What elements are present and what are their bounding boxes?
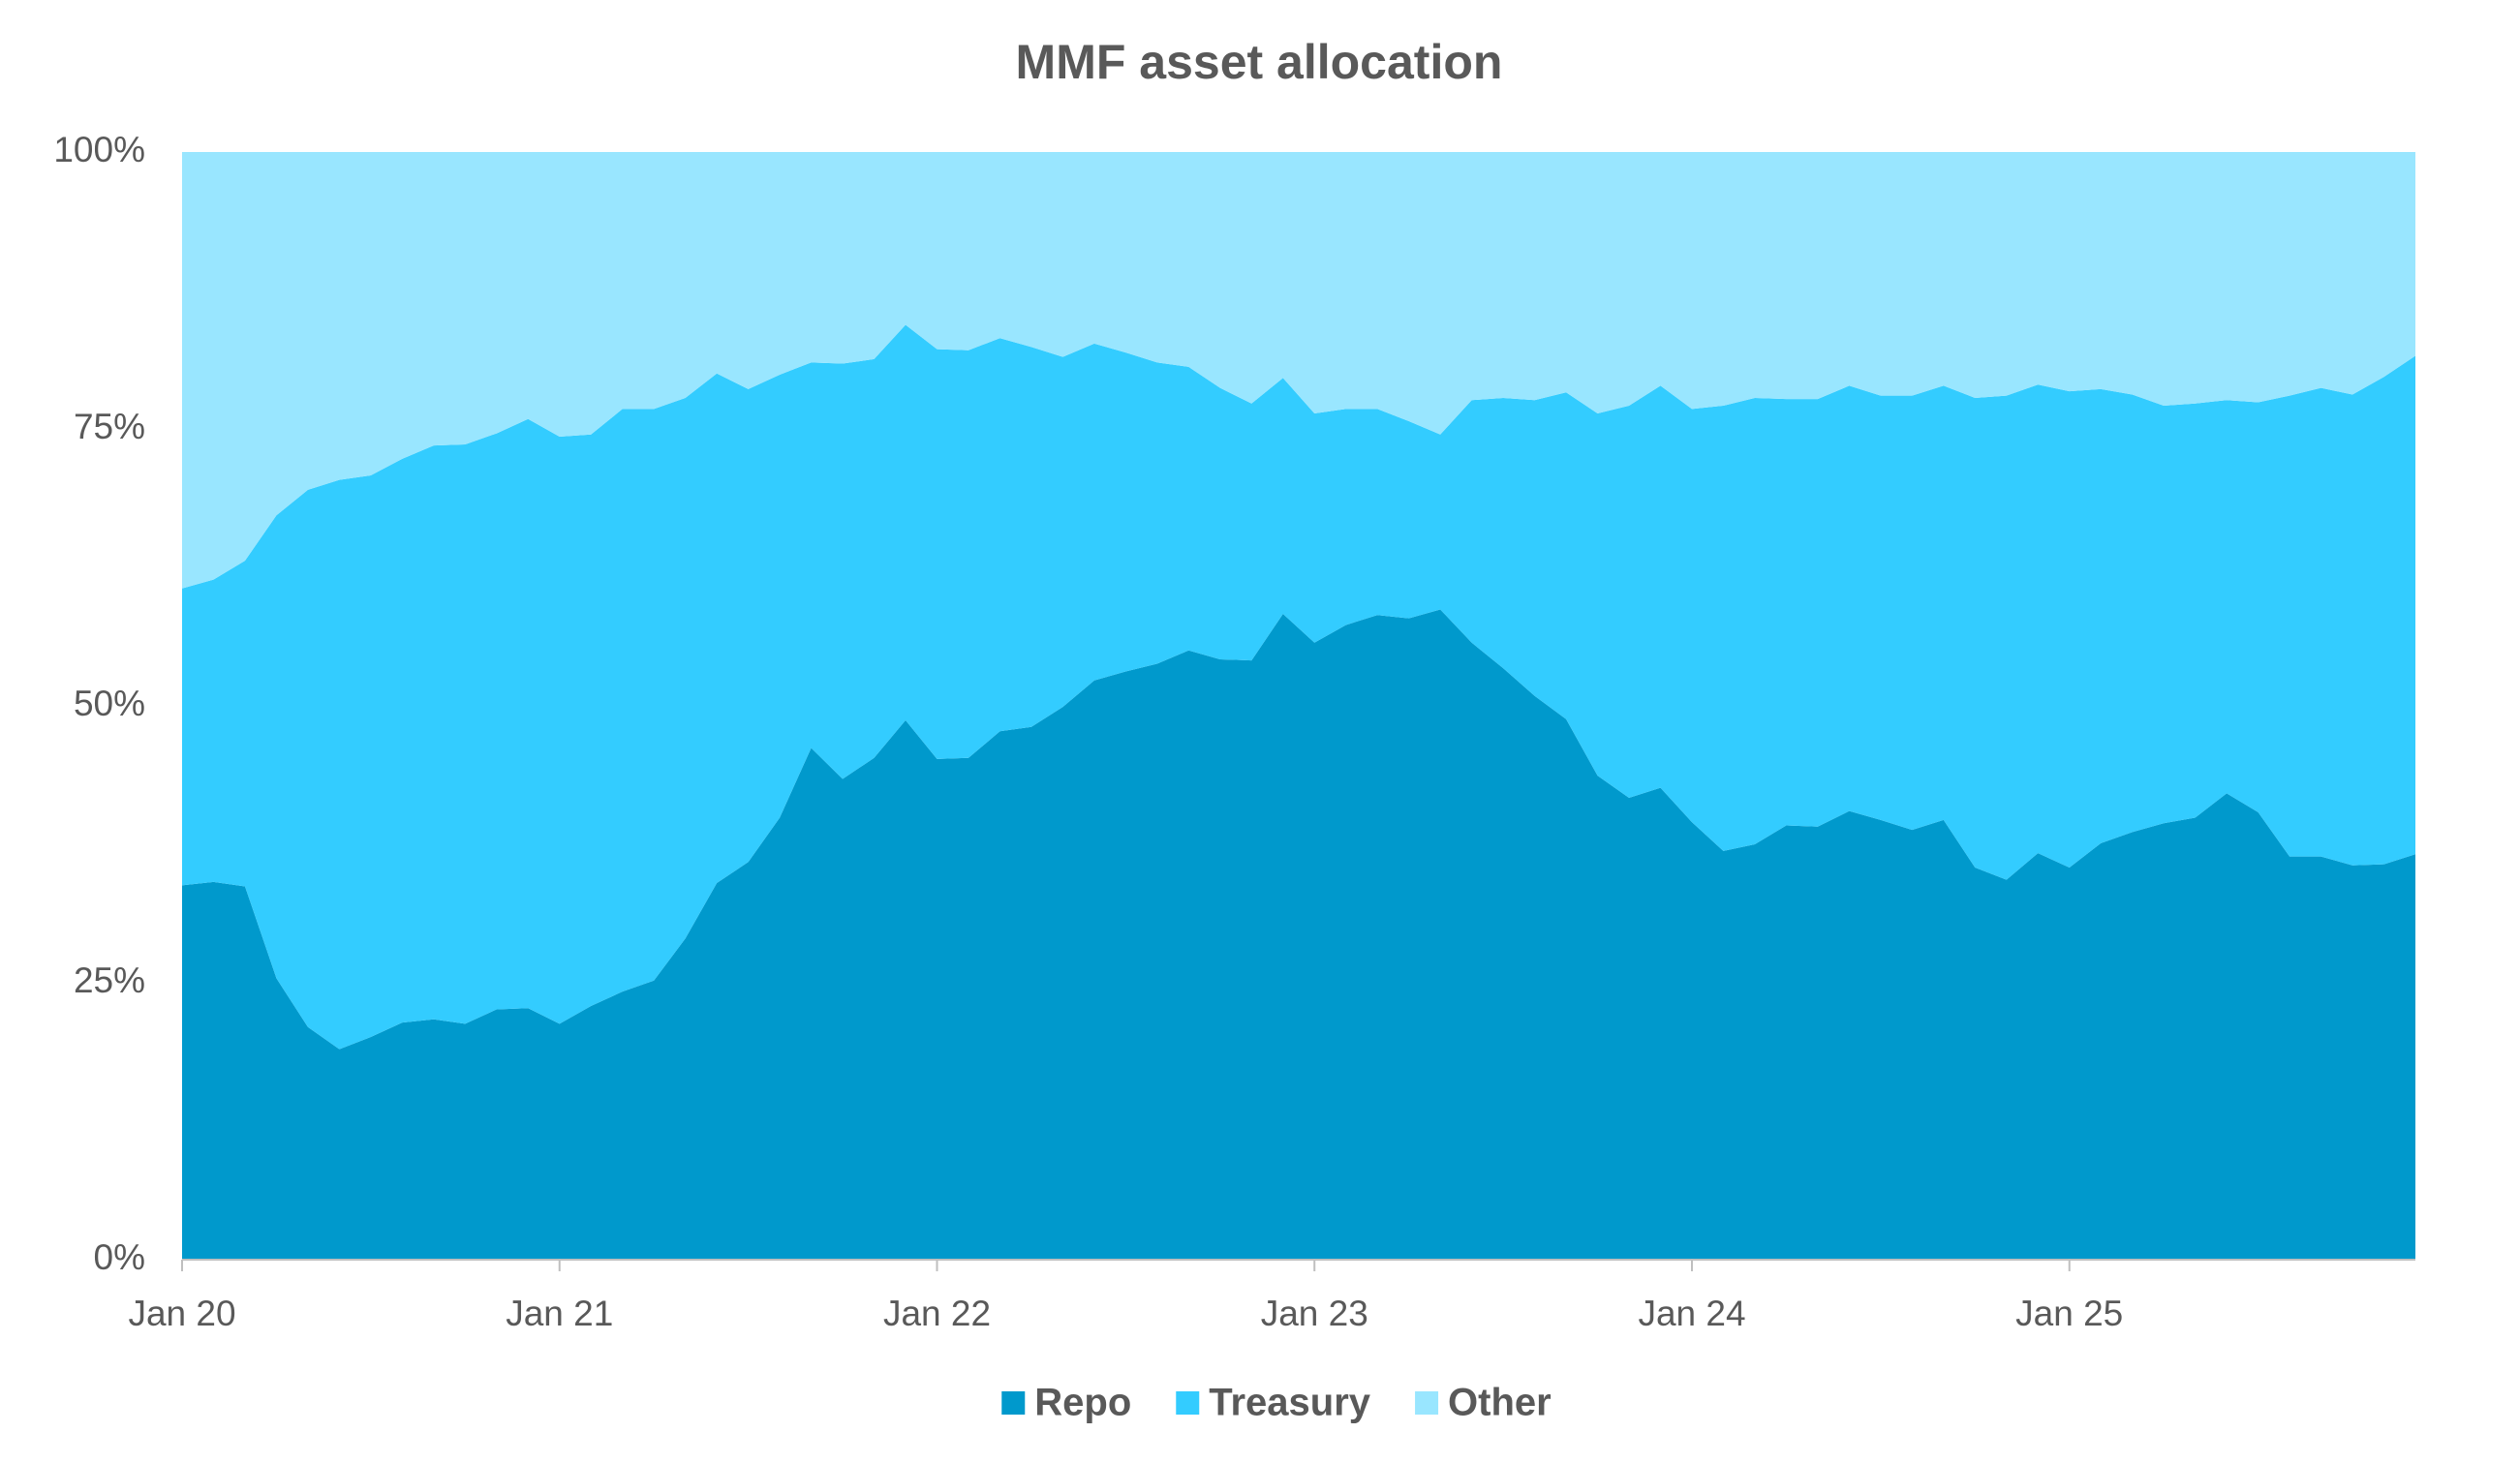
x-tick-label: Jan 20 bbox=[128, 1294, 235, 1333]
y-tick-label: 100% bbox=[53, 130, 145, 169]
x-tick-label: Jan 24 bbox=[1638, 1294, 1745, 1333]
x-tick-label: Jan 22 bbox=[883, 1294, 991, 1333]
area bbox=[182, 152, 2415, 589]
x-tick-label: Jan 25 bbox=[2015, 1294, 2123, 1333]
y-tick-label: 25% bbox=[74, 960, 145, 1000]
legend-swatch bbox=[1415, 1391, 1439, 1415]
legend: Repo Treasury Other bbox=[1001, 1382, 1552, 1424]
area bbox=[182, 609, 2415, 1260]
area bbox=[182, 324, 2415, 1050]
chart-title: MMF asset allocation bbox=[1016, 35, 1503, 89]
y-tick-label: 0% bbox=[94, 1237, 145, 1277]
x-tick-label: Jan 23 bbox=[1261, 1294, 1368, 1333]
legend-label: Repo bbox=[1034, 1382, 1131, 1424]
legend-label: Other bbox=[1448, 1382, 1552, 1424]
legend-label: Treasury bbox=[1209, 1382, 1371, 1424]
legend-swatch bbox=[1001, 1391, 1026, 1415]
x-tick-label: Jan 21 bbox=[506, 1294, 613, 1333]
legend-swatch bbox=[1176, 1391, 1200, 1415]
y-tick-label: 75% bbox=[74, 407, 145, 446]
y-tick-label: 50% bbox=[74, 684, 145, 723]
